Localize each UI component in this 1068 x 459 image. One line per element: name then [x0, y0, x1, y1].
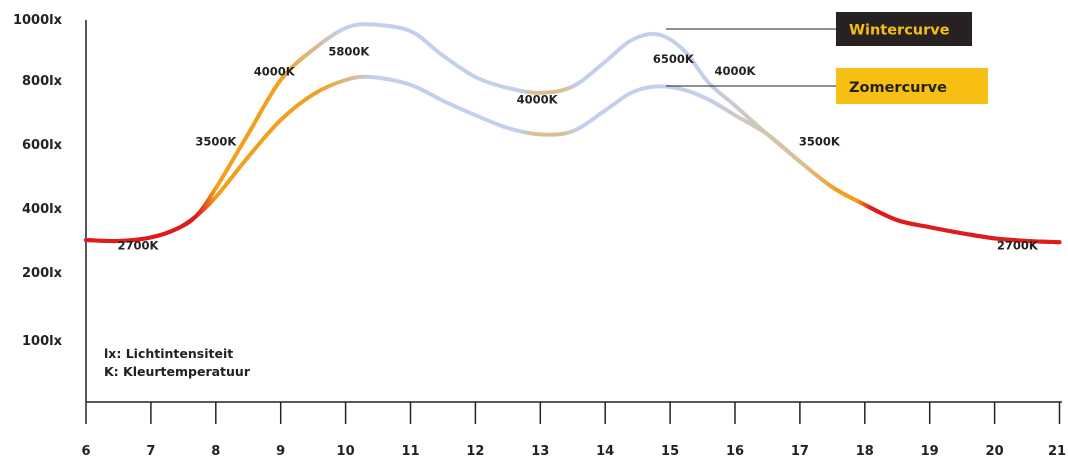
y-tick-label: 800lx	[22, 74, 63, 89]
x-tick-label: 15	[661, 444, 679, 459]
temperature-labels: 2700K 3500K 4000K 5800K 4000K 6500K 4000K 3500K…	[117, 45, 1038, 253]
x-tick-label: 19	[921, 444, 939, 459]
x-tick-label: 21	[1048, 444, 1066, 459]
notes: lx: Lichtintensiteit K: Kleurtemperatuur	[104, 346, 251, 379]
temperature-label: 5800K	[328, 45, 370, 59]
legend: Wintercurve Zomercurve	[666, 12, 988, 104]
y-tick-label: 1000lx	[13, 13, 63, 28]
note-lux: lx: Lichtintensiteit	[104, 346, 233, 361]
y-tick-label: 100lx	[22, 334, 63, 349]
temperature-label: 4000K	[715, 64, 757, 78]
summer-legend-box	[836, 68, 988, 104]
x-tick-label: 13	[531, 444, 549, 459]
winter-legend-box	[836, 12, 972, 46]
x-tick-label: 16	[726, 444, 744, 459]
summer-legend-label: Zomercurve	[849, 80, 947, 96]
winter-legend-label: Wintercurve	[849, 23, 950, 39]
x-tick-label: 14	[596, 444, 614, 459]
temperature-label: 3500K	[799, 135, 841, 149]
y-tick-label: 600lx	[22, 138, 63, 153]
x-ticks: 6 7 8 9 10 11 12 13 14 15 16 17 18 19 20 21	[81, 402, 1066, 459]
x-tick-label: 12	[466, 444, 484, 459]
temperature-label: 6500K	[653, 52, 695, 66]
temperature-label: 2700K	[997, 239, 1039, 253]
series-lines	[84, 22, 1062, 245]
x-tick-label: 11	[401, 444, 419, 459]
y-tick-label: 200lx	[22, 266, 63, 281]
x-tick-label: 10	[337, 444, 355, 459]
note-kelvin: K: Kleurtemperatuur	[104, 364, 251, 379]
x-tick-label: 18	[856, 444, 874, 459]
x-tick-label: 6	[81, 444, 90, 459]
x-tick-label: 20	[986, 444, 1004, 459]
summer-curve-line	[84, 74, 1062, 245]
y-ticks: 100lx 200lx 400lx 600lx 800lx 1000lx	[13, 13, 63, 349]
axes	[85, 20, 1062, 403]
y-tick-label: 400lx	[22, 202, 63, 217]
x-tick-label: 8	[211, 444, 220, 459]
x-tick-label: 17	[791, 444, 809, 459]
temperature-label: 4000K	[254, 65, 296, 79]
temperature-label: 2700K	[117, 239, 159, 253]
x-tick-label: 9	[276, 444, 285, 459]
x-tick-label: 7	[146, 444, 155, 459]
temperature-label: 3500K	[195, 135, 237, 149]
temperature-label: 4000K	[517, 92, 559, 106]
